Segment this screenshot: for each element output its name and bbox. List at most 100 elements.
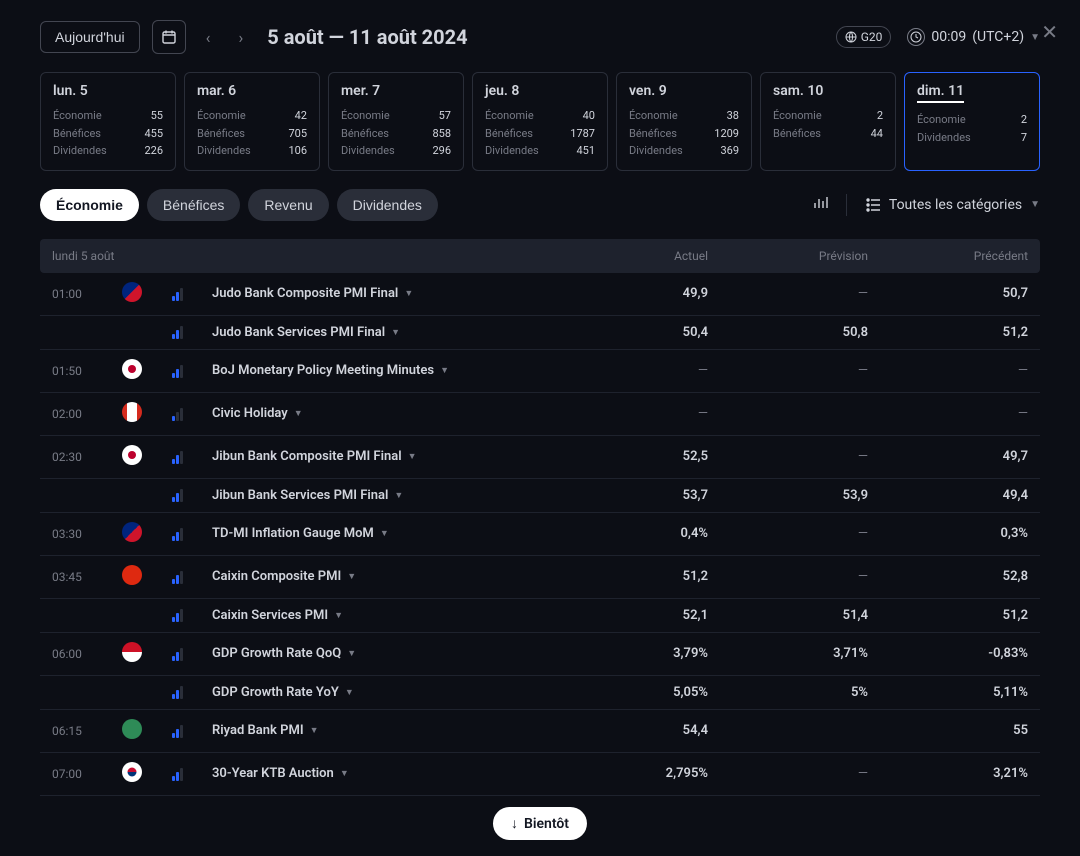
table-row[interactable]: 06:15 Riyad Bank PMI▼54,4 55	[40, 710, 1040, 753]
event-name[interactable]: Caixin Composite PMI▼	[212, 569, 578, 584]
day-card-stat: Économie42	[197, 107, 307, 125]
prev-week-button[interactable]: ‹	[198, 22, 219, 53]
event-name[interactable]: TD-MI Inflation Gauge MoM▼	[212, 526, 578, 541]
today-button[interactable]: Aujourd'hui	[40, 21, 140, 53]
event-forecast: 3,71%	[708, 646, 868, 661]
chevron-down-icon: ▼	[1030, 32, 1040, 43]
table-row[interactable]: 03:45Caixin Composite PMI▼51,2—52,8	[40, 556, 1040, 599]
day-card[interactable]: mar. 6Économie42Bénéfices705Dividendes10…	[184, 72, 320, 171]
event-actual: 54,4	[578, 723, 708, 738]
day-card-stat: Bénéfices1787	[485, 125, 595, 143]
table-row[interactable]: GDP Growth Rate YoY▼5,05%5%5,11%	[40, 676, 1040, 710]
next-week-button[interactable]: ›	[230, 22, 251, 53]
table-row[interactable]: Jibun Bank Services PMI Final▼53,753,949…	[40, 479, 1040, 513]
impact-icon	[172, 407, 212, 421]
event-previous: 5,11%	[868, 685, 1028, 700]
table-row[interactable]: 01:50 BoJ Monetary Policy Meeting Minutes…	[40, 350, 1040, 393]
event-name[interactable]: Riyad Bank PMI▼	[212, 723, 578, 738]
event-actual: 52,5	[578, 449, 708, 464]
event-name[interactable]: Jibun Bank Services PMI Final▼	[212, 488, 578, 503]
event-forecast: 51,4	[708, 608, 868, 623]
day-card[interactable]: dim. 11Économie2Dividendes7	[904, 72, 1040, 171]
table-row[interactable]: 02:30Jibun Bank Composite PMI Final▼52,5…	[40, 436, 1040, 479]
event-name[interactable]: GDP Growth Rate YoY▼	[212, 685, 578, 700]
day-card[interactable]: sam. 10Économie2Bénéfices44	[760, 72, 896, 171]
event-flag	[122, 762, 172, 786]
timezone-selector[interactable]: 00:09 (UTC+2) ▼	[907, 28, 1040, 46]
impact-icon	[172, 570, 212, 584]
calendar-icon[interactable]	[152, 20, 186, 54]
soon-label: Bientôt	[524, 816, 569, 832]
filter-pill-bénéfices[interactable]: Bénéfices	[147, 189, 240, 221]
event-flag	[122, 719, 172, 743]
table-row[interactable]: 02:00Civic Holiday▼——	[40, 393, 1040, 436]
table-row[interactable]: 03:30TD-MI Inflation Gauge MoM▼0,4%—0,3%	[40, 513, 1040, 556]
event-name[interactable]: Caixin Services PMI▼	[212, 608, 578, 623]
day-card-stat: Économie2	[773, 107, 883, 125]
event-time: 02:00	[52, 407, 122, 421]
event-name[interactable]: Judo Bank Services PMI Final▼	[212, 325, 578, 340]
event-forecast: —	[708, 569, 868, 584]
impact-icon	[172, 767, 212, 781]
event-time: 03:30	[52, 527, 122, 541]
g20-filter[interactable]: G20	[836, 26, 892, 48]
day-card-stat: Dividendes451	[485, 142, 595, 160]
day-card-title: mar. 6	[197, 83, 236, 99]
impact-icon	[172, 608, 212, 622]
day-card[interactable]: ven. 9Économie38Bénéfices1209Dividendes3…	[616, 72, 752, 171]
chart-view-icon[interactable]	[812, 195, 828, 215]
event-actual: 51,2	[578, 569, 708, 584]
filter-pill-dividendes[interactable]: Dividendes	[337, 189, 438, 221]
close-icon[interactable]: ✕	[1041, 20, 1058, 44]
day-card-stat: Bénéfices858	[341, 125, 451, 143]
event-forecast: —	[708, 526, 868, 541]
category-selector[interactable]: Toutes les catégories ▼	[865, 197, 1040, 213]
filter-pill-économie[interactable]: Économie	[40, 189, 139, 221]
event-name[interactable]: GDP Growth Rate QoQ▼	[212, 646, 578, 661]
event-time: 03:45	[52, 570, 122, 584]
impact-icon	[172, 325, 212, 339]
event-previous: 49,7	[868, 449, 1028, 464]
event-forecast: —	[708, 766, 868, 781]
day-card[interactable]: mer. 7Économie57Bénéfices858Dividendes29…	[328, 72, 464, 171]
day-card-stat: Bénéfices1209	[629, 125, 739, 143]
event-previous: 51,2	[868, 608, 1028, 623]
header-actual: Actuel	[578, 249, 708, 263]
table-row[interactable]: 07:0030-Year KTB Auction▼2,795%—3,21%	[40, 753, 1040, 796]
soon-button[interactable]: ↓ Bientôt	[493, 807, 587, 840]
day-card[interactable]: jeu. 8Économie40Bénéfices1787Dividendes4…	[472, 72, 608, 171]
event-actual: 50,4	[578, 325, 708, 340]
day-card-stat: Bénéfices455	[53, 125, 163, 143]
event-name[interactable]: BoJ Monetary Policy Meeting Minutes▼	[212, 363, 578, 378]
event-previous: —	[868, 363, 1028, 378]
event-time: 06:15	[52, 724, 122, 738]
event-time: 01:00	[52, 287, 122, 301]
event-name[interactable]: Judo Bank Composite PMI Final▼	[212, 286, 578, 301]
download-icon: ↓	[511, 815, 518, 832]
event-previous: 49,4	[868, 488, 1028, 503]
day-card-stat: Économie40	[485, 107, 595, 125]
day-card-title: lun. 5	[53, 83, 88, 99]
day-card-stat: Économie57	[341, 107, 451, 125]
day-card[interactable]: lun. 5Économie55Bénéfices455Dividendes22…	[40, 72, 176, 171]
event-flag	[122, 565, 172, 589]
table-row[interactable]: 01:00Judo Bank Composite PMI Final▼49,9—…	[40, 273, 1040, 316]
day-card-title: dim. 11	[917, 83, 964, 103]
event-actual: —	[578, 363, 708, 378]
table-row[interactable]: Caixin Services PMI▼52,151,451,2	[40, 599, 1040, 633]
event-name[interactable]: Jibun Bank Composite PMI Final▼	[212, 449, 578, 464]
event-time: 07:00	[52, 767, 122, 781]
table-row[interactable]: 06:00GDP Growth Rate QoQ▼3,79%3,71%-0,83…	[40, 633, 1040, 676]
event-actual: —	[578, 406, 708, 421]
event-name[interactable]: 30-Year KTB Auction▼	[212, 766, 578, 781]
event-time: 01:50	[52, 364, 122, 378]
header-date: lundi 5 août	[52, 249, 578, 263]
filter-pill-revenu[interactable]: Revenu	[248, 189, 328, 221]
time-label: 00:09	[931, 29, 966, 45]
table-row[interactable]: HSBC Composite PMI Final▼60,7—60,9	[40, 796, 1040, 799]
event-name[interactable]: Civic Holiday▼	[212, 406, 578, 421]
event-flag	[122, 445, 172, 469]
event-actual: 3,79%	[578, 646, 708, 661]
event-previous: 55	[868, 723, 1028, 738]
table-row[interactable]: Judo Bank Services PMI Final▼50,450,851,…	[40, 316, 1040, 350]
